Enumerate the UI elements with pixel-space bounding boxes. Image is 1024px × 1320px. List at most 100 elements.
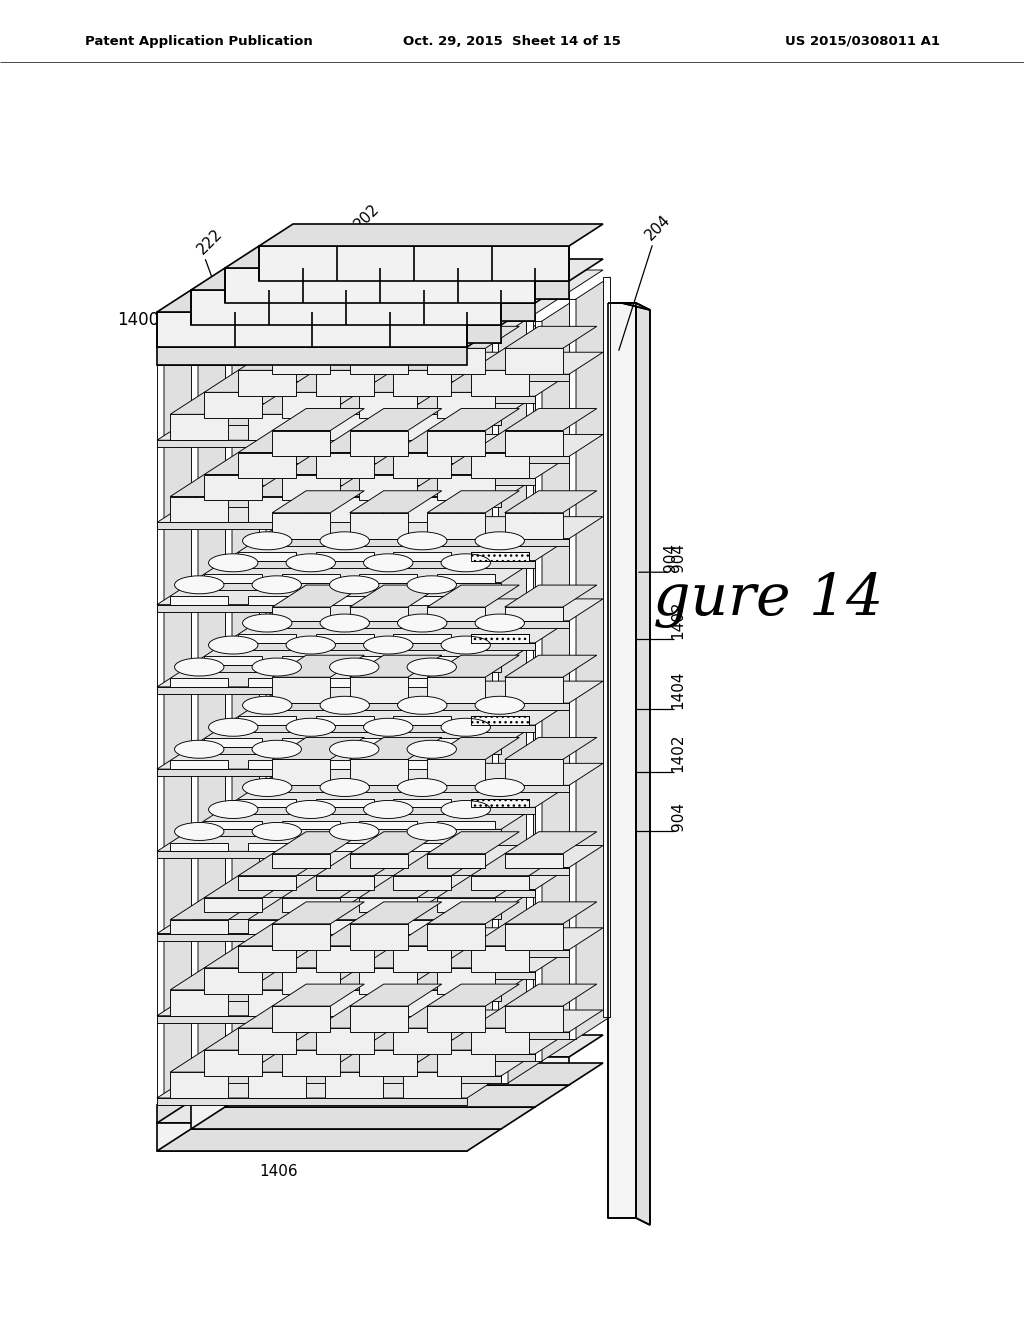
- Polygon shape: [248, 760, 306, 770]
- Polygon shape: [259, 785, 569, 792]
- Polygon shape: [371, 277, 378, 1016]
- Polygon shape: [359, 453, 452, 475]
- Polygon shape: [282, 1028, 374, 1051]
- Polygon shape: [191, 1107, 535, 1129]
- Polygon shape: [204, 453, 296, 475]
- Polygon shape: [272, 985, 365, 1006]
- Polygon shape: [350, 585, 441, 607]
- Polygon shape: [157, 500, 501, 523]
- Polygon shape: [234, 366, 242, 1105]
- Polygon shape: [268, 343, 275, 1082]
- Polygon shape: [467, 366, 474, 1105]
- Ellipse shape: [243, 696, 292, 714]
- Polygon shape: [157, 851, 467, 858]
- Polygon shape: [191, 418, 501, 425]
- Polygon shape: [204, 475, 262, 500]
- Polygon shape: [350, 985, 441, 1006]
- Polygon shape: [248, 920, 306, 933]
- Polygon shape: [157, 325, 501, 347]
- Polygon shape: [272, 326, 365, 348]
- Polygon shape: [157, 994, 501, 1016]
- Ellipse shape: [475, 532, 524, 550]
- Polygon shape: [225, 457, 569, 478]
- Polygon shape: [239, 371, 296, 396]
- Ellipse shape: [330, 659, 379, 676]
- Polygon shape: [225, 1032, 569, 1053]
- Polygon shape: [636, 304, 650, 1225]
- Polygon shape: [471, 854, 563, 875]
- Polygon shape: [350, 655, 441, 677]
- Polygon shape: [505, 655, 597, 677]
- Polygon shape: [380, 321, 387, 1061]
- Polygon shape: [259, 516, 603, 539]
- Polygon shape: [157, 770, 467, 776]
- Polygon shape: [505, 854, 563, 867]
- Polygon shape: [436, 898, 495, 912]
- Polygon shape: [259, 846, 603, 867]
- Polygon shape: [402, 1051, 495, 1072]
- Polygon shape: [359, 738, 418, 747]
- Polygon shape: [359, 821, 418, 829]
- Polygon shape: [259, 1010, 603, 1032]
- Polygon shape: [402, 678, 461, 686]
- Text: 222: 222: [194, 226, 225, 257]
- Polygon shape: [505, 491, 597, 512]
- Polygon shape: [282, 656, 340, 665]
- Polygon shape: [393, 924, 485, 946]
- Polygon shape: [458, 321, 465, 1061]
- Polygon shape: [505, 985, 597, 1006]
- Polygon shape: [505, 759, 563, 785]
- Polygon shape: [259, 300, 266, 1039]
- Polygon shape: [315, 430, 408, 453]
- Polygon shape: [225, 643, 535, 649]
- Polygon shape: [402, 597, 461, 605]
- Ellipse shape: [209, 636, 258, 653]
- Polygon shape: [157, 1098, 467, 1105]
- Text: Oct. 29, 2015  Sheet 14 of 15: Oct. 29, 2015 Sheet 14 of 15: [403, 36, 621, 48]
- Polygon shape: [282, 898, 340, 912]
- Polygon shape: [157, 347, 467, 366]
- Polygon shape: [204, 946, 296, 968]
- Ellipse shape: [364, 554, 413, 572]
- Polygon shape: [272, 607, 331, 620]
- Polygon shape: [239, 552, 296, 561]
- Polygon shape: [282, 946, 374, 968]
- Polygon shape: [259, 928, 603, 950]
- Polygon shape: [204, 392, 262, 418]
- Polygon shape: [225, 1078, 535, 1107]
- Polygon shape: [259, 1063, 603, 1085]
- Polygon shape: [402, 414, 461, 441]
- Ellipse shape: [174, 576, 224, 594]
- Polygon shape: [204, 875, 296, 898]
- Polygon shape: [424, 343, 430, 1082]
- Polygon shape: [239, 946, 296, 972]
- Polygon shape: [204, 656, 262, 665]
- Polygon shape: [272, 491, 365, 512]
- Polygon shape: [350, 832, 441, 854]
- Polygon shape: [191, 337, 501, 343]
- Polygon shape: [402, 1072, 461, 1098]
- Polygon shape: [191, 1076, 501, 1082]
- Polygon shape: [191, 268, 535, 290]
- Polygon shape: [402, 392, 495, 414]
- Polygon shape: [157, 582, 501, 605]
- Ellipse shape: [321, 696, 370, 714]
- Polygon shape: [157, 1076, 501, 1098]
- Text: 904: 904: [671, 803, 685, 832]
- Ellipse shape: [364, 636, 413, 653]
- Polygon shape: [170, 760, 228, 770]
- Polygon shape: [315, 854, 408, 875]
- Polygon shape: [157, 337, 501, 358]
- Polygon shape: [157, 933, 467, 941]
- Polygon shape: [525, 277, 532, 1016]
- Polygon shape: [191, 890, 535, 912]
- Polygon shape: [272, 1006, 331, 1032]
- Polygon shape: [608, 304, 650, 310]
- Polygon shape: [350, 348, 408, 375]
- Polygon shape: [225, 867, 569, 890]
- Polygon shape: [501, 343, 508, 1082]
- Polygon shape: [359, 875, 452, 898]
- Polygon shape: [326, 968, 418, 990]
- Ellipse shape: [252, 741, 301, 758]
- Ellipse shape: [397, 532, 446, 550]
